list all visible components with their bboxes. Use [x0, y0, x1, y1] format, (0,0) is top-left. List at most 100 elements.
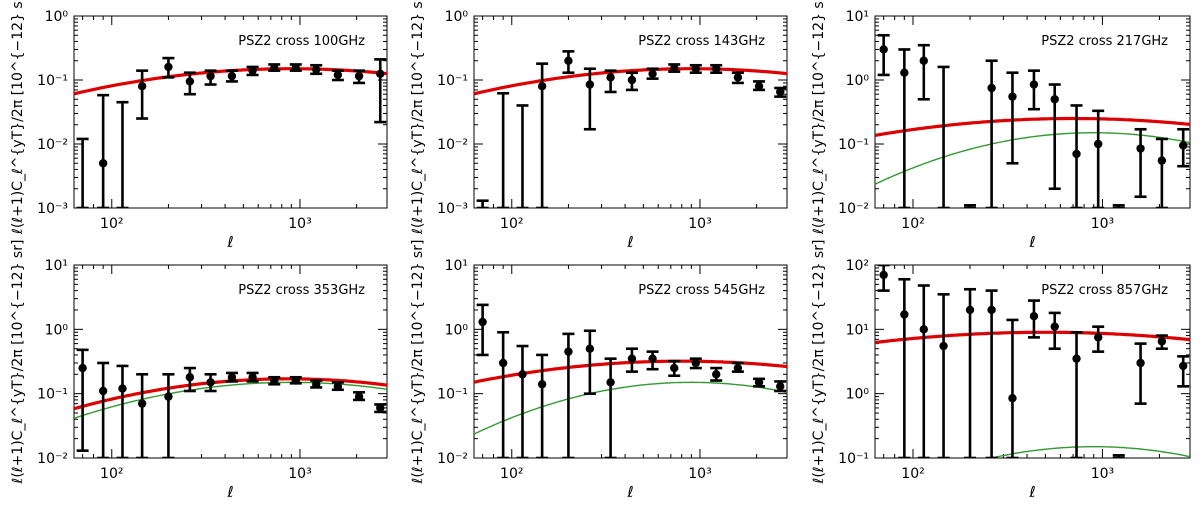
data-point — [98, 159, 108, 168]
data-point — [648, 69, 657, 78]
plot-area — [875, 265, 1190, 458]
data-point — [1072, 149, 1081, 159]
data-point — [585, 80, 595, 89]
data-point — [185, 77, 195, 86]
data-point — [478, 317, 487, 327]
data-point — [987, 83, 996, 93]
y-tick-label: 10² — [846, 258, 869, 274]
panel-3: 10⁻² 10⁻¹ 10⁰ 10¹ 10² 10³ ℓ ℓ(ℓ+1)C_ℓ^{yT}/2π [… — [811, 0, 1191, 251]
y-tick-label: 10⁻² — [37, 451, 68, 467]
x-tick-label: 10² — [500, 466, 523, 482]
data-point — [754, 378, 764, 387]
y-tick-label: 10⁻¹ — [437, 73, 468, 89]
panel-4: 10⁻² 10⁻¹ 10⁰ 10¹ 10² 10³ ℓ ℓ(ℓ+1)C_ℓ^{yT}/2π [… — [10, 240, 388, 501]
data-point — [879, 45, 888, 54]
y-tick-label: 10⁻¹ — [37, 73, 68, 89]
data-point — [939, 341, 948, 351]
y-tick-label: 10⁰ — [445, 322, 469, 338]
y-axis-label: ℓ(ℓ+1)C_ℓ^{yT}/2π [10^{−12} sr] — [811, 0, 827, 235]
x-tick-label: 10³ — [288, 466, 311, 482]
x-tick-label: 10² — [100, 466, 123, 482]
data-point — [733, 73, 743, 82]
y-tick-label: 10⁻² — [437, 451, 468, 467]
data-point — [606, 73, 615, 82]
y-axis-label: ℓ(ℓ+1)C_ℓ^{yT}/2π [10^{−12} sr] — [10, 240, 26, 485]
x-axis-label: ℓ — [226, 483, 233, 501]
data-point — [291, 376, 300, 385]
y-tick-label: 10¹ — [846, 9, 869, 25]
data-point — [518, 370, 527, 379]
panel-annotation: PSZ2 cross 217GHz — [1041, 34, 1168, 49]
panel-annotation: PSZ2 cross 100GHz — [238, 34, 365, 49]
data-point — [1157, 156, 1167, 165]
plot-area — [74, 348, 387, 458]
y-tick-label: 10⁻² — [838, 201, 869, 217]
data-point — [585, 344, 595, 353]
data-point — [627, 75, 637, 85]
data-point — [776, 382, 785, 391]
data-point — [919, 56, 928, 65]
axes-frame — [73, 264, 388, 459]
data-point — [376, 403, 385, 413]
data-point — [248, 66, 257, 75]
y-axis-label: ℓ(ℓ+1)C_ℓ^{yT}/2π [10^{−12} sr] — [811, 240, 827, 485]
panel-annotation: PSZ2 cross 857GHz — [1041, 283, 1168, 298]
y-tick-label: 10⁻¹ — [37, 387, 68, 403]
data-point — [376, 69, 385, 78]
y-tick-label: 10⁻³ — [37, 201, 68, 217]
x-tick-label: 10² — [500, 216, 523, 232]
data-point — [206, 71, 215, 81]
y-tick-label: 10⁰ — [445, 9, 469, 25]
green-model-curve — [988, 446, 1190, 458]
data-point — [691, 64, 700, 73]
x-tick-label: 10² — [901, 466, 924, 482]
data-point — [164, 392, 173, 401]
panel-annotation: PSZ2 cross 143GHz — [638, 34, 765, 49]
plot-area — [875, 33, 1190, 208]
data-point — [1029, 80, 1039, 89]
x-axis-label: ℓ — [626, 483, 633, 501]
data-point — [1093, 139, 1103, 149]
data-point — [1157, 337, 1167, 346]
data-point — [498, 358, 508, 368]
data-point — [1008, 394, 1017, 403]
data-point — [78, 363, 87, 373]
data-point — [227, 373, 237, 382]
y-tick-label: 10⁻² — [37, 137, 68, 153]
data-point — [1093, 333, 1103, 342]
y-tick-label: 10¹ — [846, 322, 869, 338]
y-tick-label: 10⁻¹ — [838, 451, 869, 467]
panel-6: 10⁻¹ 10⁰ 10¹ 10² 10² 10³ ℓ ℓ(ℓ+1)C_ℓ^{yT}/2π [1… — [811, 240, 1191, 501]
red-model-curve — [875, 116, 1190, 137]
data-point — [776, 87, 785, 97]
data-point — [1008, 92, 1017, 101]
axes-frame — [874, 264, 1191, 459]
data-point — [965, 305, 975, 315]
data-point — [754, 82, 764, 91]
panel-1: 10⁻³ 10⁻² 10⁻¹ 10⁰ 10² 10³ ℓ ℓ(ℓ+1)C_ℓ^{yT}/2π … — [10, 0, 388, 251]
data-point — [648, 354, 657, 363]
y-tick-label: 10¹ — [45, 258, 68, 274]
data-point — [1050, 95, 1059, 104]
data-point — [248, 373, 257, 382]
axes-frame — [874, 15, 1191, 209]
green-model-curve — [474, 381, 787, 435]
red-model-curve — [875, 330, 1190, 345]
data-point — [1179, 361, 1188, 371]
data-point — [537, 82, 547, 91]
data-point — [312, 65, 321, 74]
green-model-curve — [875, 132, 1190, 185]
x-tick-label: 10² — [100, 216, 123, 232]
x-axis-label: ℓ — [626, 233, 633, 251]
x-axis-label: ℓ — [226, 233, 233, 251]
x-tick-label: 10² — [901, 216, 924, 232]
data-point — [118, 384, 127, 393]
data-point — [1136, 358, 1145, 368]
y-tick-label: 10⁰ — [846, 387, 870, 403]
data-point — [333, 382, 343, 391]
axes-frame — [473, 264, 788, 459]
panel-5: 10⁻² 10⁻¹ 10⁰ 10¹ 10² 10³ ℓ ℓ(ℓ+1)C_ℓ^{yT}/2π [… — [410, 240, 788, 501]
panel-2: 10⁻³ 10⁻² 10⁻¹ 10⁰ 10² 10³ ℓ ℓ(ℓ+1)C_ℓ^{yT}/2π … — [410, 0, 788, 251]
data-point — [137, 82, 147, 91]
